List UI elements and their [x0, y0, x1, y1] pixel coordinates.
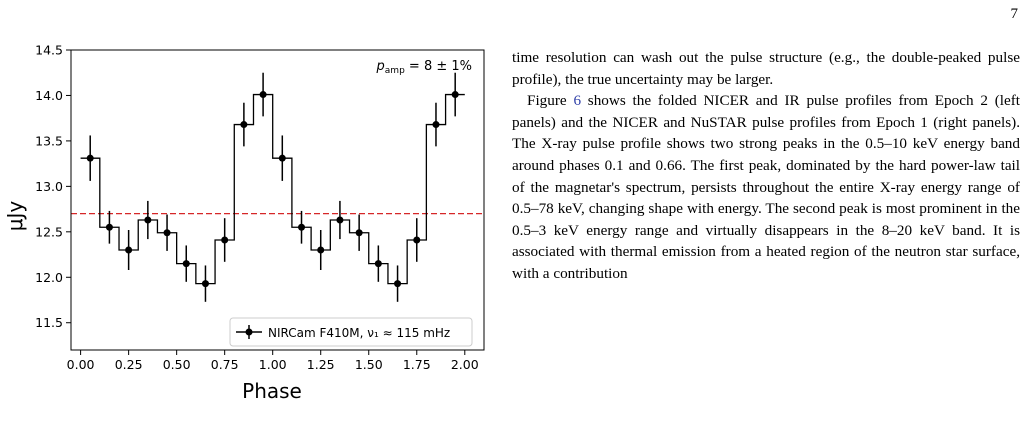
y-tick-label: 13.5 — [35, 133, 63, 148]
data-point — [201, 280, 209, 288]
data-point — [221, 236, 229, 244]
paragraph-2-body: shows the folded NICER and IR pulse prof… — [512, 92, 1021, 282]
pulse-profile-chart: 0.00 0.25 0.50 0.75 1.00 1.25 1.50 1.75 2.00 11.5… — [3, 43, 485, 403]
page-number: 7 — [1010, 6, 1019, 22]
data-point — [451, 91, 459, 99]
x-tick-label: 0.50 — [163, 357, 191, 372]
data-point — [394, 280, 402, 288]
data-point — [432, 121, 440, 129]
x-axis-label: Phase — [242, 379, 302, 403]
legend-marker-dot — [245, 328, 253, 336]
y-axis-label: μJy — [3, 201, 27, 232]
y-tick-label: 11.5 — [35, 315, 63, 330]
figure-reference-link[interactable]: 6 — [573, 92, 582, 110]
paragraph-2-lead: Figure — [527, 92, 574, 110]
plot-frame — [70, 49, 485, 351]
data-point — [182, 260, 190, 268]
x-tick-label: 1.50 — [355, 357, 383, 372]
annotation-variable: p — [376, 59, 385, 74]
data-point — [163, 229, 171, 237]
y-tick-label: 14.0 — [35, 88, 63, 103]
data-point — [317, 246, 325, 254]
legend-label: NIRCam F410M, ν₁ ≈ 115 mHz — [268, 326, 450, 340]
data-point — [298, 223, 306, 231]
data-point — [374, 260, 382, 268]
annotation-subscript: amp — [385, 66, 405, 76]
data-point — [144, 216, 152, 224]
x-tick-label: 0.75 — [211, 357, 239, 372]
paragraph-2: Figure 6 shows the folded NICER and IR p… — [512, 90, 1020, 284]
data-point — [413, 236, 421, 244]
data-point — [278, 154, 286, 162]
data-point — [336, 216, 344, 224]
step-profile-line — [80, 93, 465, 285]
y-tick-label: 13.0 — [35, 179, 63, 194]
legend: NIRCam F410M, ν₁ ≈ 115 mHz — [229, 317, 473, 347]
x-tick-label: 1.00 — [259, 357, 287, 372]
data-point — [240, 121, 248, 129]
x-tick-label: 0.25 — [115, 357, 143, 372]
y-tick-label: 14.5 — [35, 43, 63, 58]
y-tick-label: 12.0 — [35, 270, 63, 285]
x-tick-label: 1.25 — [307, 357, 335, 372]
data-point — [86, 154, 94, 162]
paragraph-1: time resolution can wash out the pulse s… — [512, 49, 1020, 88]
x-tick-label: 1.75 — [403, 357, 431, 372]
amplitude-annotation: pamp = 8 ± 1% — [376, 59, 472, 76]
y-tick-label: 12.5 — [35, 224, 63, 239]
legend-box — [229, 317, 473, 347]
data-point — [105, 223, 113, 231]
data-point — [125, 246, 133, 254]
x-tick-label: 2.00 — [451, 357, 479, 372]
data-point — [259, 91, 267, 99]
annotation-value: = 8 ± 1% — [405, 59, 472, 74]
x-tick-label: 0.00 — [67, 357, 95, 372]
data-point — [355, 229, 363, 237]
body-text: time resolution can wash out the pulse s… — [512, 47, 1020, 285]
